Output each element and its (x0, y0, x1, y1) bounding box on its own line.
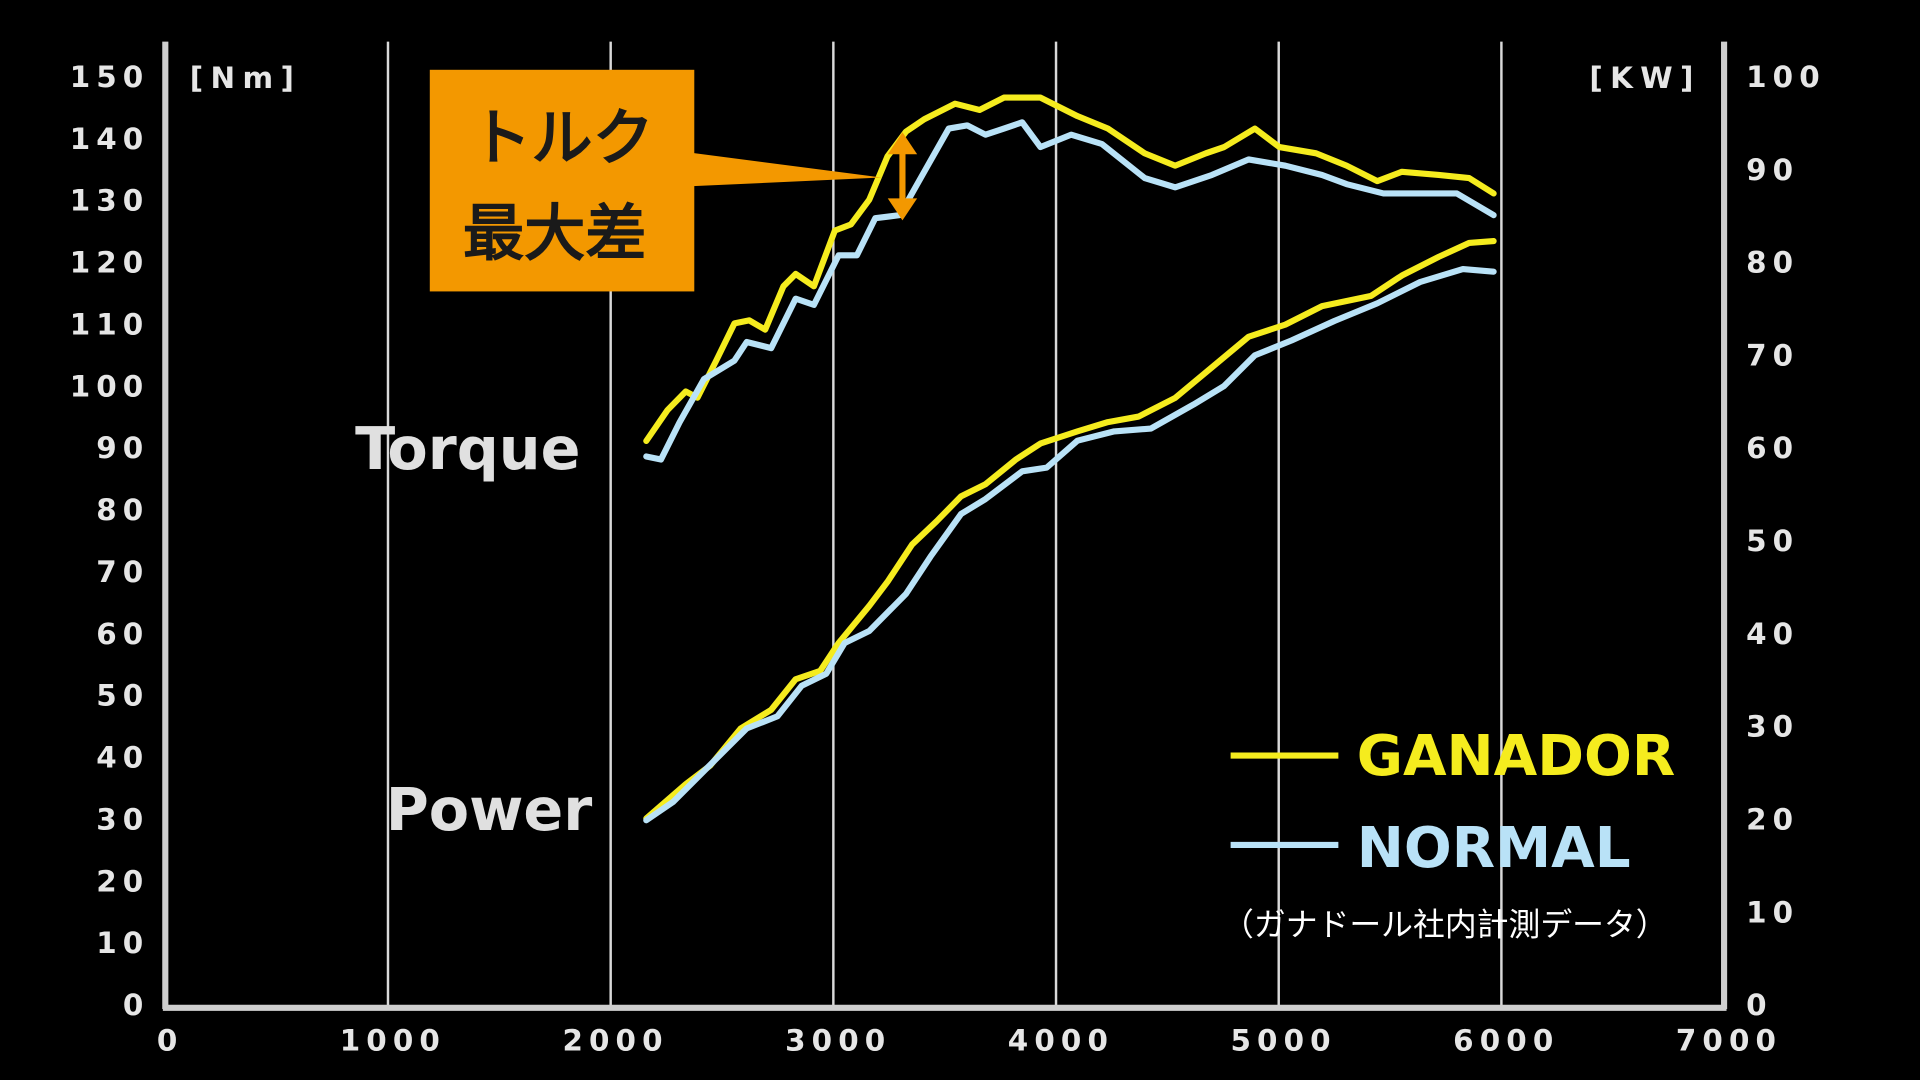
legend-label-ganador: GANADOR (1357, 724, 1676, 789)
y-left-tick-label: 130 (70, 184, 150, 218)
legend: GANADOR NORMAL （ガナドール社内計測データ） (1222, 724, 1675, 943)
left-unit-label: [Nm] (190, 61, 301, 95)
y-right-tick-label: 0 (1746, 988, 1773, 1022)
y-left-tick-label: 10 (96, 926, 149, 960)
arrow-up-head-icon (887, 132, 918, 155)
right-unit-label: [KW] (1589, 61, 1700, 95)
series-line-normal-power (643, 265, 1497, 824)
max-difference-callout: トルク 最大差 (429, 69, 918, 292)
y-right-tick-label: 80 (1746, 246, 1799, 280)
series-line-ganador-torque (643, 94, 1497, 444)
callout-line1: トルク (470, 103, 654, 174)
y-left-tick-label: 140 (70, 122, 150, 156)
y-right-tick-label: 40 (1746, 617, 1799, 651)
x-tick-label: 0 (157, 1024, 184, 1058)
torque-curve-label: Torque (355, 414, 580, 483)
y-left-tick-label: 110 (70, 307, 150, 341)
callout-box (429, 69, 695, 292)
callout-pointer (693, 153, 882, 187)
measurement-note: （ガナドール社内計測データ） (1222, 906, 1668, 944)
x-tick-label: 6000 (1453, 1024, 1559, 1058)
x-tick-label: 2000 (562, 1024, 668, 1058)
y-right-tick-label: 50 (1746, 524, 1799, 558)
y-right-tick-label: 100 (1746, 60, 1826, 94)
power-curve-label: Power (386, 775, 593, 844)
y-left-tick-label: 60 (96, 617, 149, 651)
y-left-tick-label: 70 (96, 555, 149, 589)
x-tick-label: 5000 (1230, 1024, 1336, 1058)
y-left-tick-label: 100 (70, 369, 150, 403)
y-left-tick-label: 0 (123, 988, 150, 1022)
series-line-normal-torque (643, 119, 1497, 463)
y-left-tick-label: 30 (96, 802, 149, 836)
x-tick-label: 4000 (1008, 1024, 1114, 1058)
y-right-tick-label: 70 (1746, 338, 1799, 372)
series-line-ganador-power (643, 238, 1497, 822)
y-right-tick-label: 30 (1746, 710, 1799, 744)
arrow-down-head-icon (887, 198, 918, 221)
y-left-tick-label: 20 (96, 864, 149, 898)
y-right-tick-label: 20 (1746, 802, 1799, 836)
y-right-tick-label: 60 (1746, 431, 1799, 465)
callout-line2: 最大差 (463, 199, 647, 270)
x-tick-label: 1000 (340, 1024, 446, 1058)
y-right-tick-label: 90 (1746, 153, 1799, 187)
legend-label-normal: NORMAL (1357, 816, 1631, 881)
y-left-tick-label: 40 (96, 741, 149, 775)
x-tick-label: 3000 (785, 1024, 891, 1058)
y-left-tick-label: 120 (70, 246, 150, 280)
y-left-tick-label: 150 (70, 60, 150, 94)
y-left-tick-label: 90 (96, 431, 149, 465)
y-right-tick-label: 10 (1746, 895, 1799, 929)
y-left-tick-label: 80 (96, 493, 149, 527)
x-tick-label: 7000 (1676, 1024, 1782, 1058)
y-left-tick-label: 50 (96, 679, 149, 713)
